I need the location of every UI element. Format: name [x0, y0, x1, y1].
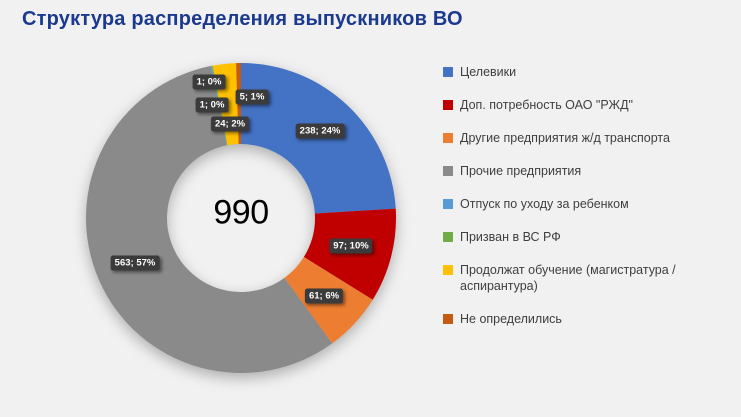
legend-label: Прочие предприятия — [460, 164, 582, 178]
data-label-2: 61; 6% — [304, 288, 344, 304]
donut-slice-1 — [303, 208, 397, 300]
data-label-6: 24; 2% — [210, 116, 250, 132]
legend-label: Другие предприятия ж/д транспорта — [460, 131, 670, 145]
legend-label: Призван в ВС РФ — [460, 230, 561, 244]
donut-slice-3 — [86, 65, 333, 373]
legend-label: Отпуск по уходу за ребенком — [460, 197, 629, 211]
chart-center-total: 990 — [213, 193, 269, 232]
legend-item-3: Прочие предприятия — [443, 163, 711, 179]
data-label-4: 1; 0% — [192, 74, 226, 90]
legend-label: Целевики — [460, 65, 517, 79]
legend: Целевики Доп. потребность ОАО "РЖД" Другие… — [443, 64, 711, 327]
legend-item-7: Не определились — [443, 311, 711, 327]
legend-swatch-icon — [443, 133, 453, 143]
legend-swatch-icon — [443, 265, 453, 275]
legend-item-6: Продолжат обучение (магистратура / аспир… — [443, 262, 711, 294]
data-label-7: 5; 1% — [235, 89, 269, 105]
legend-swatch-icon — [443, 314, 453, 324]
data-label-1: 97; 10% — [329, 238, 373, 254]
legend-swatch-icon — [443, 100, 453, 110]
legend-swatch-icon — [443, 232, 453, 242]
data-label-3: 563; 57% — [110, 255, 160, 271]
page-title: Структура распределения выпускников ВО — [22, 8, 463, 30]
legend-swatch-icon — [443, 67, 453, 77]
legend-item-5: Призван в ВС РФ — [443, 229, 711, 245]
legend-item-0: Целевики — [443, 64, 711, 80]
legend-item-2: Другие предприятия ж/д транспорта — [443, 130, 711, 146]
legend-label: Продолжат обучение (магистратура / аспир… — [460, 263, 676, 293]
legend-swatch-icon — [443, 166, 453, 176]
legend-swatch-icon — [443, 199, 453, 209]
legend-label: Доп. потребность ОАО "РЖД" — [460, 98, 633, 112]
data-label-0: 238; 24% — [295, 123, 345, 139]
legend-item-1: Доп. потребность ОАО "РЖД" — [443, 97, 711, 113]
data-label-5: 1; 0% — [195, 97, 229, 113]
legend-item-4: Отпуск по уходу за ребенком — [443, 196, 711, 212]
legend-label: Не определились — [460, 312, 562, 326]
